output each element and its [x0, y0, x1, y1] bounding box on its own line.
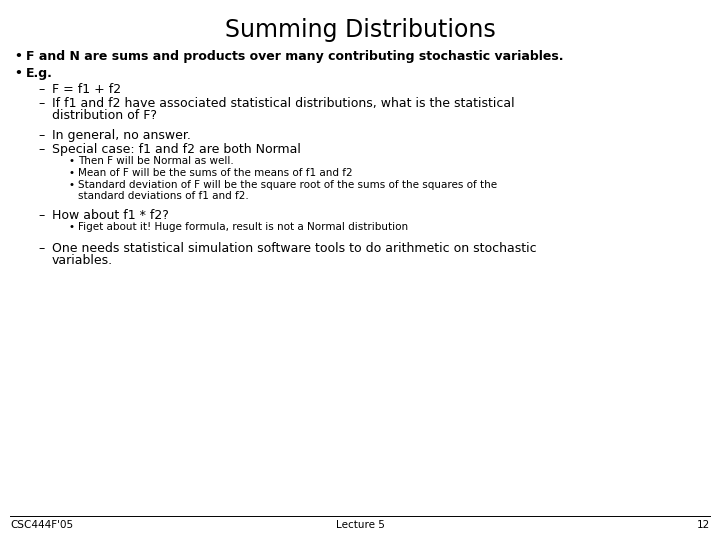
- Text: –: –: [38, 242, 44, 255]
- Text: How about f1 * f2?: How about f1 * f2?: [52, 209, 169, 222]
- Text: standard deviations of f1 and f2.: standard deviations of f1 and f2.: [78, 191, 248, 201]
- Text: •: •: [68, 156, 74, 166]
- Text: F = f1 + f2: F = f1 + f2: [52, 83, 121, 96]
- Text: Mean of F will be the sums of the means of f1 and f2: Mean of F will be the sums of the means …: [78, 168, 353, 178]
- Text: –: –: [38, 143, 44, 156]
- Text: •: •: [68, 180, 74, 190]
- Text: •: •: [68, 222, 74, 232]
- Text: Standard deviation of F will be the square root of the sums of the squares of th: Standard deviation of F will be the squa…: [78, 180, 497, 190]
- Text: Lecture 5: Lecture 5: [336, 520, 384, 530]
- Text: •: •: [68, 168, 74, 178]
- Text: 12: 12: [697, 520, 710, 530]
- Text: Summing Distributions: Summing Distributions: [225, 18, 495, 42]
- Text: In general, no answer.: In general, no answer.: [52, 129, 191, 142]
- Text: Figet about it! Huge formula, result is not a Normal distribution: Figet about it! Huge formula, result is …: [78, 222, 408, 232]
- Text: –: –: [38, 209, 44, 222]
- Text: –: –: [38, 83, 44, 96]
- Text: One needs statistical simulation software tools to do arithmetic on stochastic: One needs statistical simulation softwar…: [52, 242, 536, 255]
- Text: E.g.: E.g.: [26, 67, 53, 80]
- Text: CSC444F'05: CSC444F'05: [10, 520, 73, 530]
- Text: •: •: [14, 67, 22, 80]
- Text: –: –: [38, 97, 44, 110]
- Text: distribution of F?: distribution of F?: [52, 109, 157, 122]
- Text: F and N are sums and products over many contributing stochastic variables.: F and N are sums and products over many …: [26, 50, 564, 63]
- Text: •: •: [14, 50, 22, 63]
- Text: Special case: f1 and f2 are both Normal: Special case: f1 and f2 are both Normal: [52, 143, 301, 156]
- Text: Then F will be Normal as well.: Then F will be Normal as well.: [78, 156, 234, 166]
- Text: –: –: [38, 129, 44, 142]
- Text: If f1 and f2 have associated statistical distributions, what is the statistical: If f1 and f2 have associated statistical…: [52, 97, 515, 110]
- Text: variables.: variables.: [52, 254, 113, 267]
